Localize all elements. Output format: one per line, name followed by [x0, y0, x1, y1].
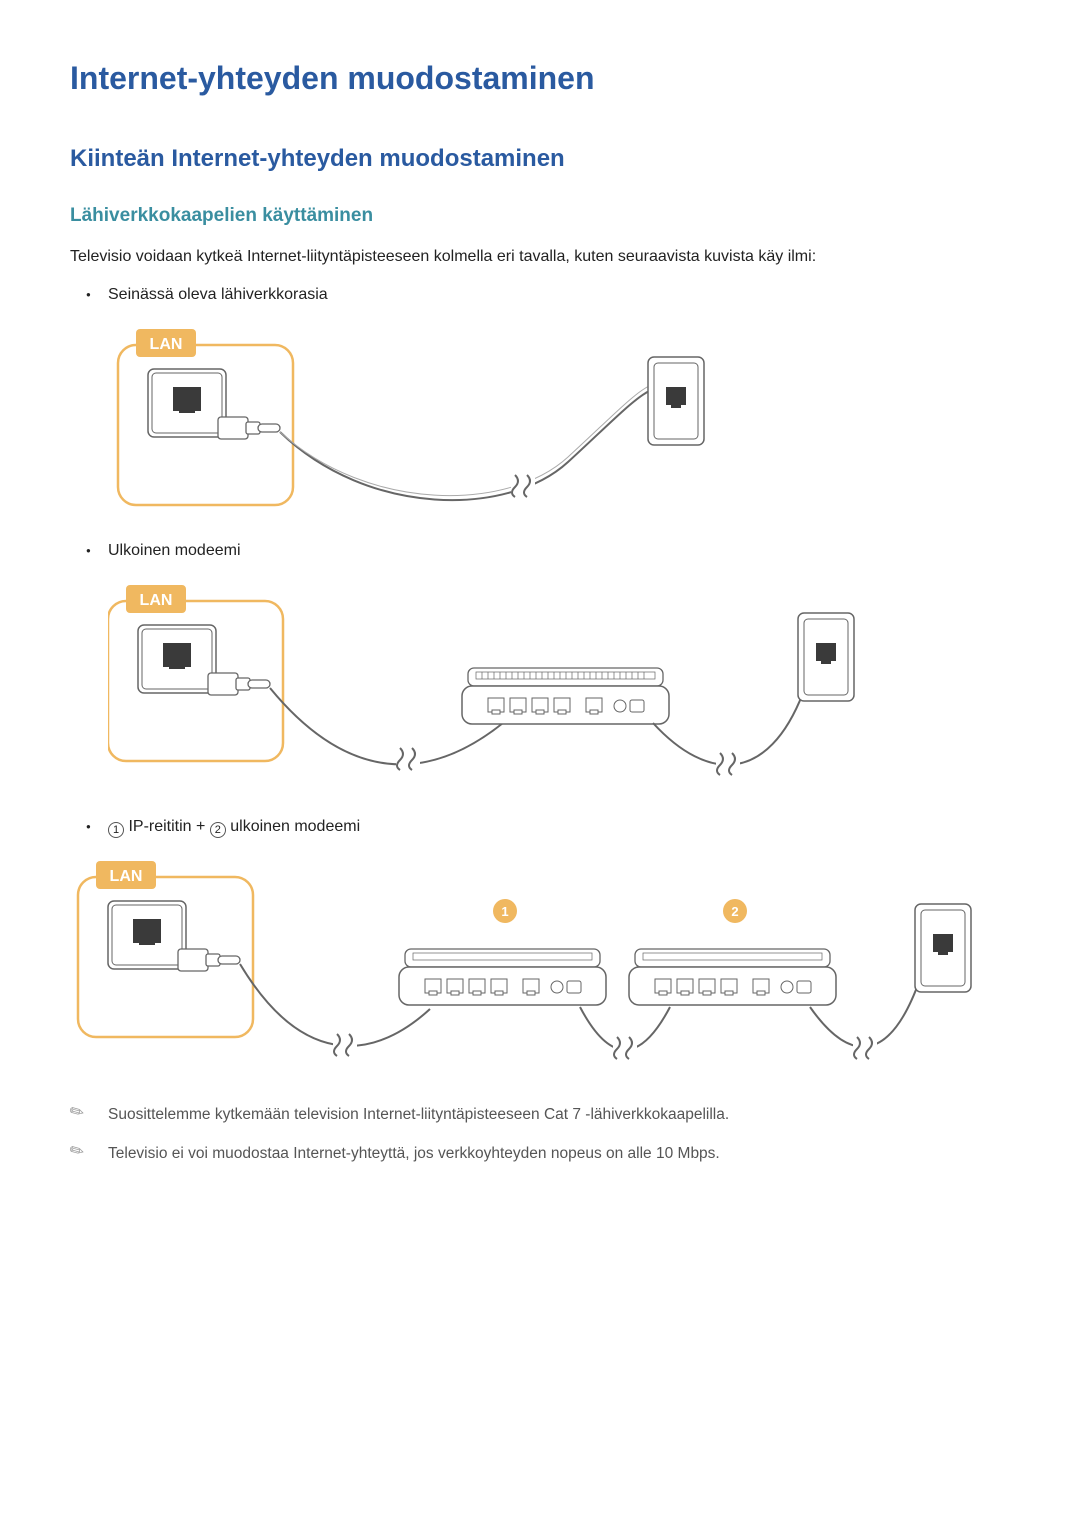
page-title: Internet-yhteyden muodostaminen: [70, 60, 1010, 97]
note-text: Televisio ei voi muodostaa Internet-yhte…: [108, 1142, 720, 1165]
lan-label: LAN: [150, 336, 183, 353]
subsection-title: Lähiverkkokaapelien käyttäminen: [70, 205, 1010, 227]
intro-paragraph: Televisio voidaan kytkeä Internet-liityn…: [70, 245, 1010, 269]
badge-2: 2: [731, 904, 738, 919]
method-item-1: Seinässä oleva lähiverkkorasia: [108, 283, 1010, 307]
diagram-wall-jack: LAN: [108, 317, 1010, 517]
note-row: ✎ Suosittelemme kytkemään television Int…: [70, 1103, 1010, 1126]
note-text: Suosittelemme kytkemään television Inter…: [108, 1103, 729, 1126]
badge-1: 1: [501, 904, 508, 919]
section-title: Kiinteän Internet-yhteyden muodostaminen: [70, 145, 1010, 173]
pencil-icon: ✎: [66, 1139, 90, 1164]
note-row: ✎ Televisio ei voi muodostaa Internet-yh…: [70, 1142, 1010, 1165]
circled-2-icon: 2: [210, 822, 226, 838]
method-item-3: 1 IP-reititin + 2 ulkoinen modeemi: [108, 815, 1010, 839]
circled-1-icon: 1: [108, 822, 124, 838]
diagram-external-modem: LAN: [108, 573, 1010, 793]
notes-section: ✎ Suosittelemme kytkemään television Int…: [70, 1103, 1010, 1166]
pencil-icon: ✎: [66, 1099, 90, 1124]
svg-text:LAN: LAN: [140, 592, 173, 609]
diagram-router-modem: LAN 1: [70, 849, 1010, 1079]
method-item-2: Ulkoinen modeemi: [108, 539, 1010, 563]
svg-text:LAN: LAN: [110, 868, 143, 885]
